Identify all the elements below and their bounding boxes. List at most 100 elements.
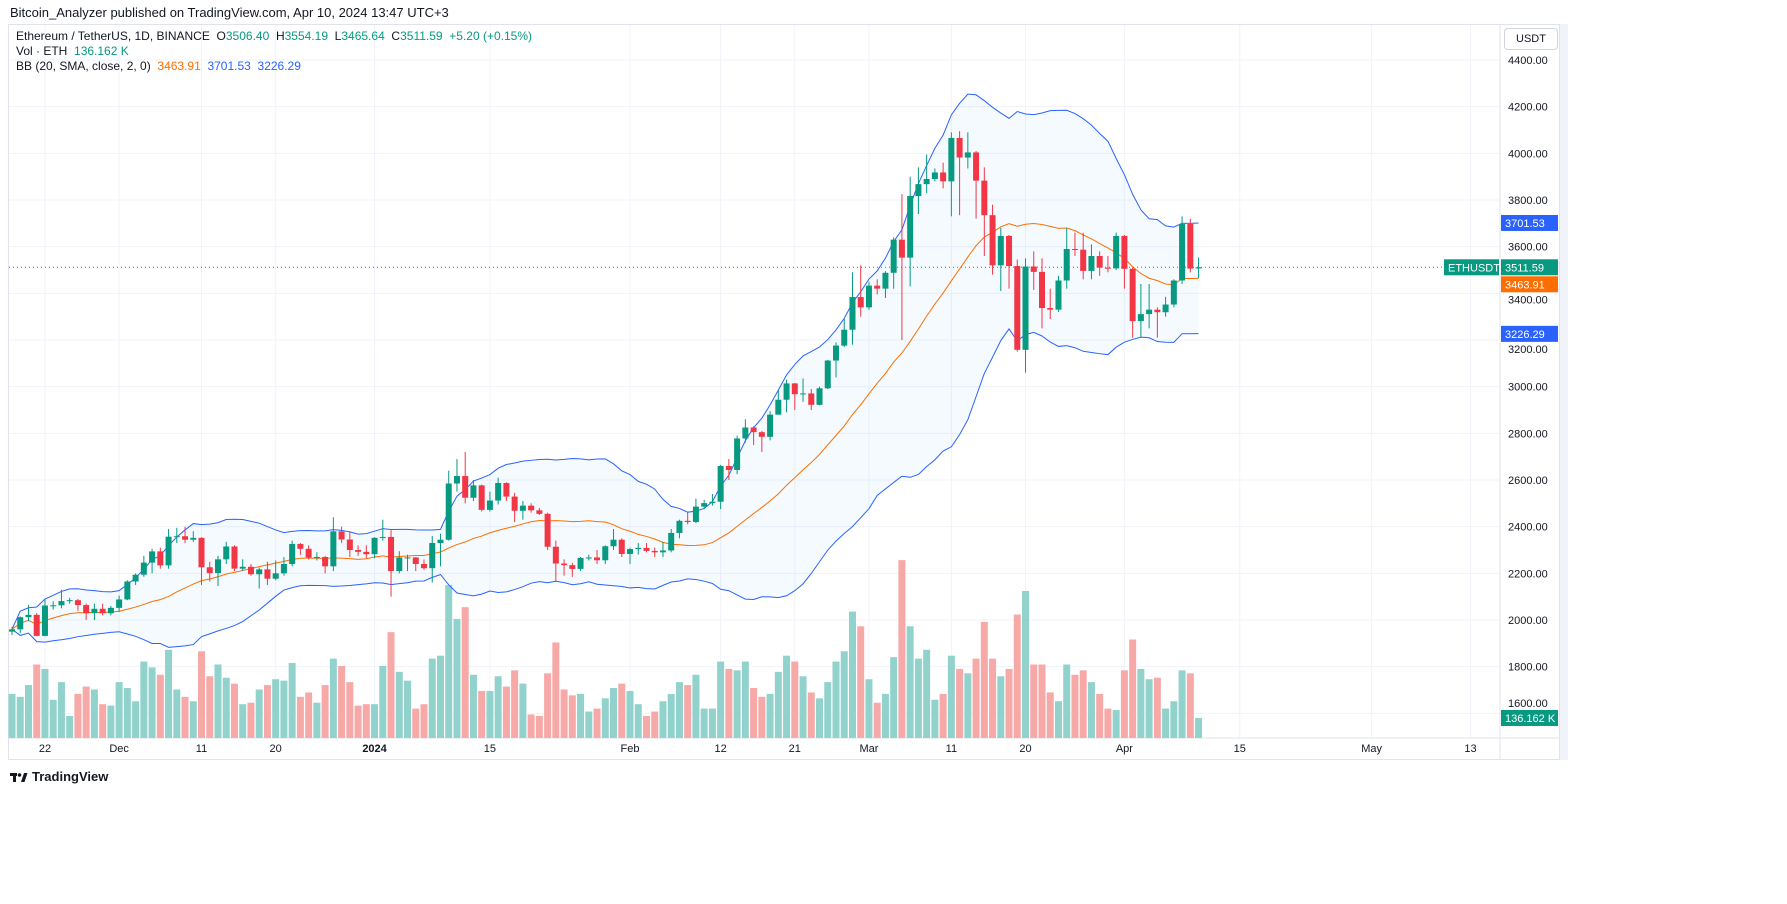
volume-bar (329, 658, 337, 738)
volume-bar (610, 688, 618, 738)
candle-body (544, 513, 551, 547)
volume-bar (1054, 701, 1062, 738)
volume-bar (469, 674, 477, 738)
candle-body (923, 178, 930, 185)
time-tick-label: Mar (859, 743, 878, 755)
volume-bar (206, 676, 214, 738)
candle-body (503, 483, 510, 497)
symbol-title[interactable]: Ethereum / TetherUS, 1D, BINANCE (16, 29, 210, 43)
volume-bar (1030, 664, 1038, 738)
candle-body (83, 605, 90, 614)
time-tick-label: Feb (621, 743, 640, 755)
candle-body (66, 600, 73, 602)
volume-bar (997, 676, 1005, 738)
candle-body (404, 557, 411, 559)
volume-bar (82, 686, 90, 738)
volume-bar (173, 689, 181, 738)
volume-bar (865, 679, 873, 738)
volume-bar (148, 667, 156, 738)
candle-body (618, 539, 625, 554)
tradingview-brand: TradingView (32, 769, 109, 784)
candle-body (964, 152, 971, 158)
currency-unit-button[interactable]: USDT (1504, 28, 1558, 50)
volume-bar (1022, 591, 1030, 738)
volume-bar (675, 682, 683, 738)
candle-body (709, 501, 716, 504)
tradingview-footer: TradingView (10, 769, 108, 784)
candle-body (379, 536, 386, 538)
volume-bar (239, 704, 247, 738)
volume-bar (1071, 674, 1079, 738)
volume-bar (560, 689, 568, 738)
candle-body (396, 557, 403, 571)
candle-body (453, 476, 460, 484)
volume-bar (181, 696, 189, 738)
volume-bar (832, 661, 840, 738)
candle-body (643, 547, 650, 551)
candle-body (659, 550, 666, 553)
volume-bar (354, 705, 362, 738)
candle-body (775, 399, 782, 415)
candle-body (800, 393, 807, 395)
volume-bar (733, 670, 741, 738)
candle-body (346, 539, 353, 550)
volume-bar (989, 658, 997, 738)
candle-body (898, 239, 905, 258)
candle-body (421, 563, 427, 569)
candle-body (948, 137, 955, 182)
candle-body (585, 557, 592, 559)
volume-bar (577, 693, 585, 738)
candle-body (289, 543, 296, 564)
candle-body (1146, 309, 1153, 315)
candle-body (865, 285, 872, 308)
candle-body (486, 500, 493, 510)
volume-label[interactable]: Vol · ETH (16, 44, 68, 58)
volume-bar (1087, 682, 1095, 738)
volume-bar (165, 649, 173, 738)
volume-bar (791, 661, 799, 738)
bb-label[interactable]: BB (20, SMA, close, 2, 0) (16, 59, 151, 73)
volume-bar (593, 708, 601, 738)
volume-bar (1038, 664, 1046, 738)
volume-bar (659, 701, 667, 738)
candle-body (1055, 280, 1062, 310)
volume-bar (428, 658, 436, 738)
volume-bar (527, 714, 535, 738)
volume-bar (1120, 670, 1128, 738)
candle-body (635, 547, 642, 550)
lower-price-tag-text: 3226.29 (1505, 329, 1545, 341)
price-tick-label: 3600.00 (1508, 242, 1548, 254)
volume-bar (107, 705, 115, 738)
candle-body (717, 465, 724, 502)
volume-bar (132, 701, 140, 738)
volume-bar (362, 704, 370, 738)
price-tick-label: 4000.00 (1508, 148, 1548, 160)
candle-body (1170, 280, 1177, 305)
candle-body (1113, 235, 1120, 269)
candle-body (1154, 309, 1161, 313)
volume-bar (296, 696, 304, 738)
candle-body (1071, 248, 1078, 250)
volume-bar (486, 690, 494, 738)
time-tick-label: 20 (270, 743, 282, 755)
candle-body (41, 605, 48, 636)
time-tick-label: Apr (1116, 743, 1133, 755)
volume-bar (511, 670, 519, 738)
volume-bar (189, 701, 197, 738)
bb-lower-line (11, 328, 1199, 648)
volume-bar (816, 698, 824, 738)
volume-value: 136.162 K (74, 44, 129, 58)
candle-body (116, 599, 123, 608)
candle-body (1063, 248, 1070, 281)
time-tick-label: Dec (109, 743, 129, 755)
volume-price-tag-text: 136.162 K (1505, 713, 1556, 725)
candle-body (437, 539, 444, 543)
volume-bar (305, 692, 313, 738)
candle-body (1162, 304, 1169, 313)
candle-body (783, 383, 790, 400)
candle-body (1096, 255, 1103, 268)
volume-bar (873, 702, 881, 738)
candle-body (322, 556, 329, 567)
candle-body (9, 629, 15, 632)
